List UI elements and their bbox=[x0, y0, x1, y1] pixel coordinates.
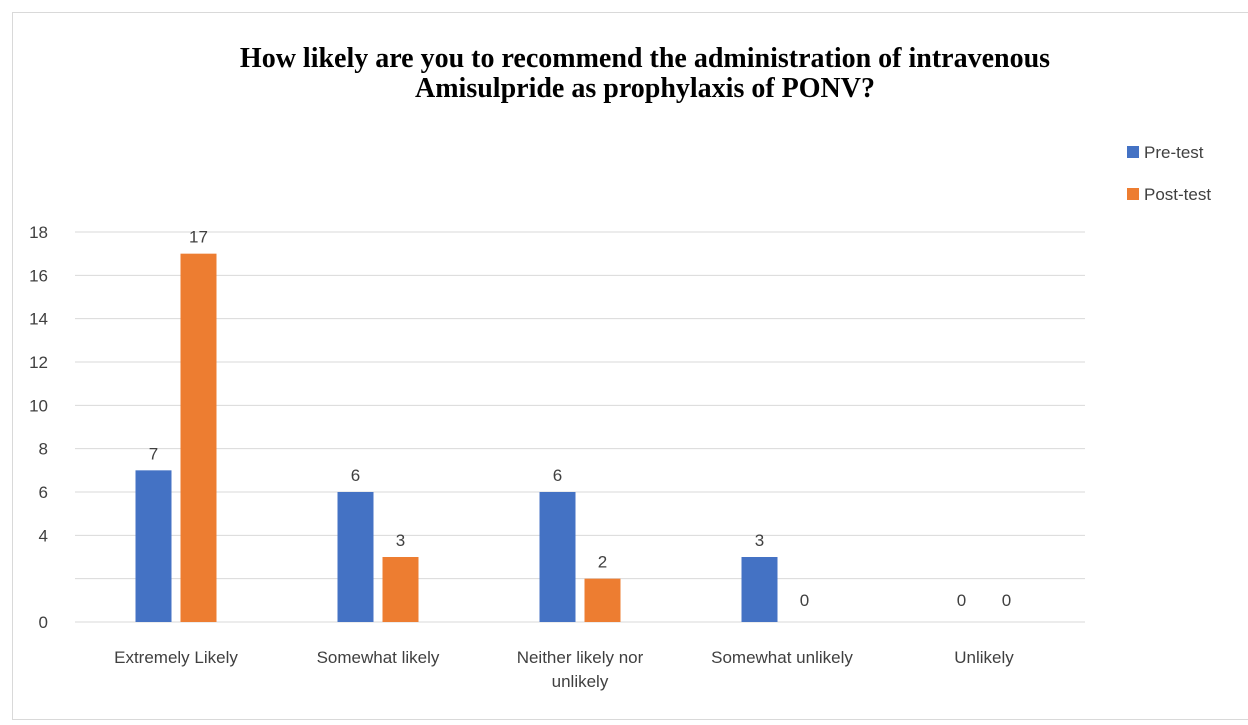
bar-post-test bbox=[180, 253, 217, 622]
x-axis-categories: Extremely Likely Somewhat likely Neither l… bbox=[114, 648, 1014, 691]
legend-swatch bbox=[1127, 146, 1139, 158]
chart-frame bbox=[12, 12, 1248, 720]
data-label: 6 bbox=[553, 466, 562, 485]
x-category-label: Extremely Likely bbox=[114, 648, 238, 667]
y-tick-label: 0 bbox=[39, 613, 48, 632]
data-label: 7 bbox=[149, 444, 158, 463]
bar-post-test bbox=[382, 557, 419, 622]
legend-label: Post-test bbox=[1144, 185, 1211, 204]
y-tick-label: 10 bbox=[29, 396, 48, 415]
gridlines bbox=[75, 231, 1085, 623]
x-category-label: unlikely bbox=[552, 672, 609, 691]
y-tick-label: 14 bbox=[29, 310, 48, 329]
y-tick-label: 4 bbox=[39, 526, 48, 545]
x-category-label: Somewhat likely bbox=[317, 648, 440, 667]
bar-pre-test bbox=[741, 557, 778, 622]
chart-title-line-1: How likely are you to recommend the admi… bbox=[239, 43, 1051, 74]
data-label: 6 bbox=[351, 466, 360, 485]
bar-pre-test bbox=[337, 492, 374, 622]
legend: Pre-test Post-test bbox=[1127, 143, 1211, 204]
y-tick-label: 8 bbox=[39, 440, 48, 459]
legend-label: Pre-test bbox=[1144, 143, 1204, 162]
legend-swatch bbox=[1127, 188, 1139, 200]
bar-post-test bbox=[584, 578, 621, 622]
data-label: 0 bbox=[800, 591, 809, 610]
chart-title: How likely are you to recommend the admi… bbox=[0, 44, 1248, 104]
data-labels: 7 17 6 3 6 2 3 0 0 0 bbox=[149, 228, 1011, 610]
data-label: 2 bbox=[598, 553, 607, 572]
bar-pre-test bbox=[135, 470, 172, 622]
x-category-label: Unlikely bbox=[954, 648, 1014, 667]
x-category-label: Somewhat unlikely bbox=[711, 648, 853, 667]
data-label: 17 bbox=[189, 228, 208, 247]
y-axis-ticks: 0 4 6 8 10 12 14 16 18 bbox=[29, 223, 48, 632]
x-category-label: Neither likely nor bbox=[517, 648, 644, 667]
data-label: 0 bbox=[1002, 591, 1011, 610]
data-label: 3 bbox=[755, 531, 764, 550]
data-label: 0 bbox=[957, 591, 966, 610]
chart-title-line-2: Amisulpride as prophylaxis of PONV? bbox=[415, 73, 875, 104]
bar-pre-test bbox=[539, 492, 576, 622]
y-tick-label: 18 bbox=[29, 223, 48, 242]
y-tick-label: 12 bbox=[29, 353, 48, 372]
y-tick-label: 6 bbox=[39, 483, 48, 502]
y-tick-label: 16 bbox=[29, 266, 48, 285]
bars bbox=[135, 253, 778, 622]
data-label: 3 bbox=[396, 531, 405, 550]
